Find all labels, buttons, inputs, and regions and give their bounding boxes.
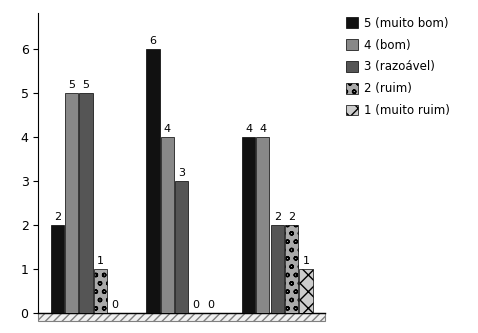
Bar	[94, 269, 107, 313]
Bar	[271, 225, 284, 313]
Text: 4: 4	[245, 124, 252, 134]
Bar	[161, 137, 174, 313]
Bar	[146, 49, 160, 313]
Text: 3: 3	[178, 168, 185, 178]
Bar	[175, 181, 188, 313]
Text: 0: 0	[207, 300, 214, 310]
Text: 1: 1	[97, 256, 104, 266]
Bar	[79, 93, 93, 313]
Bar	[256, 137, 270, 313]
Text: 2: 2	[54, 212, 61, 222]
Bar	[38, 313, 325, 321]
Bar	[51, 225, 64, 313]
Text: 5: 5	[83, 80, 89, 90]
Bar	[242, 137, 255, 313]
Text: 4: 4	[260, 124, 266, 134]
Text: 6: 6	[150, 36, 156, 46]
Text: 0: 0	[111, 300, 118, 310]
Bar	[65, 93, 78, 313]
Legend: 5 (muito bom), 4 (bom), 3 (razoável), 2 (ruim), 1 (muito ruim): 5 (muito bom), 4 (bom), 3 (razoável), 2 …	[342, 13, 453, 121]
Bar	[299, 269, 313, 313]
Text: 5: 5	[68, 80, 75, 90]
Text: 0: 0	[193, 300, 199, 310]
Text: 2: 2	[274, 212, 281, 222]
Text: 4: 4	[164, 124, 171, 134]
Text: 2: 2	[288, 212, 295, 222]
Bar	[285, 225, 298, 313]
Text: 1: 1	[303, 256, 309, 266]
